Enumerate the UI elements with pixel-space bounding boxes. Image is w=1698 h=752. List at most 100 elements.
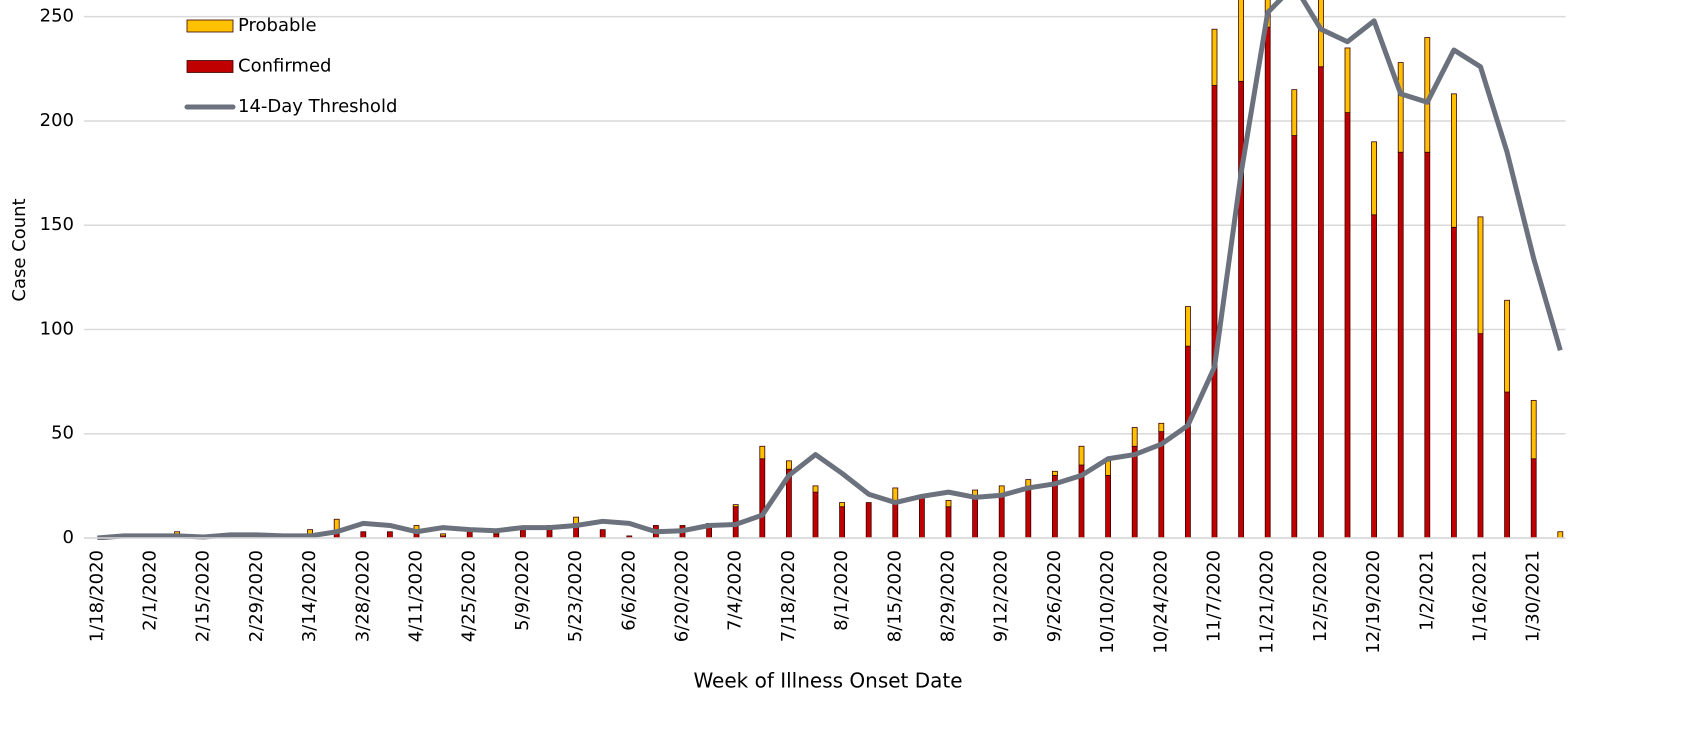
x-tick-label: 7/18/2020 — [778, 550, 799, 642]
y-tick-label: 0 — [63, 527, 74, 548]
bar — [839, 506, 845, 539]
legend-label: 14-Day Threshold — [238, 96, 397, 117]
bar — [573, 516, 579, 524]
x-axis-label: Week of Illness Onset Date — [693, 669, 962, 693]
bar — [1211, 28, 1218, 86]
x-tick-label: 9/26/2020 — [1044, 550, 1065, 642]
x-tick-label: 7/4/2020 — [725, 550, 746, 631]
bar — [1052, 470, 1058, 476]
x-tick-label: 8/1/2020 — [831, 550, 852, 631]
bar — [998, 493, 1005, 539]
x-tick-label: 3/28/2020 — [352, 550, 373, 642]
bar — [945, 506, 952, 539]
bar — [759, 458, 766, 539]
bar — [1105, 460, 1111, 476]
x-tick-label: 1/30/2021 — [1523, 550, 1544, 642]
bar — [1105, 475, 1111, 539]
bar — [919, 495, 925, 539]
x-tick-label: 11/7/2020 — [1204, 550, 1225, 642]
bar — [839, 502, 845, 508]
x-tick-label: 1/2/2021 — [1416, 550, 1437, 631]
bar — [1131, 445, 1138, 539]
bar — [1158, 422, 1165, 433]
x-tick-label: 1/18/2020 — [86, 550, 107, 642]
bar — [892, 500, 899, 539]
bar — [1530, 399, 1537, 460]
bar — [1344, 112, 1351, 539]
bar — [1291, 135, 1298, 539]
bar — [520, 529, 526, 539]
bar — [1530, 458, 1537, 539]
x-tick-label: 2/15/2020 — [193, 550, 214, 642]
plot-area — [97, 0, 1564, 540]
bar — [1344, 47, 1351, 114]
y-tick-label: 200 — [40, 110, 74, 131]
legend-swatch — [186, 60, 234, 73]
bar — [1318, 66, 1324, 539]
x-tick-label: 3/14/2020 — [299, 550, 320, 642]
x-tick-label: 12/5/2020 — [1310, 550, 1331, 642]
x-tick-label: 2/1/2020 — [140, 550, 161, 631]
bar — [440, 533, 447, 537]
bar — [466, 531, 473, 539]
bar — [1371, 141, 1377, 216]
x-tick-label: 4/11/2020 — [406, 550, 427, 642]
x-tick-label: 8/29/2020 — [938, 550, 959, 642]
bar — [1131, 427, 1138, 447]
bar — [1238, 0, 1244, 82]
y-tick-label: 250 — [40, 6, 74, 27]
bar — [1158, 431, 1165, 539]
bar — [972, 495, 978, 539]
bar — [599, 529, 606, 539]
bar — [865, 502, 872, 539]
bar — [732, 504, 739, 508]
x-tick-label: 10/10/2020 — [1097, 550, 1118, 654]
bar — [1397, 62, 1404, 153]
bar — [1424, 151, 1431, 539]
bar — [1504, 391, 1510, 539]
x-tick-label: 11/21/2020 — [1257, 550, 1278, 654]
bar — [1211, 85, 1218, 539]
legend-swatch — [186, 19, 234, 33]
x-tick-label: 10/24/2020 — [1150, 550, 1171, 654]
x-tick-label: 1/16/2021 — [1470, 550, 1491, 642]
bar — [386, 531, 393, 539]
bar — [1477, 216, 1484, 335]
bar — [1264, 26, 1271, 539]
line — [97, 0, 1563, 540]
bar — [1291, 89, 1298, 136]
x-tick-label: 6/6/2020 — [618, 550, 639, 631]
x-tick-label: 5/23/2020 — [565, 550, 586, 642]
bar — [1185, 306, 1191, 347]
bar — [759, 445, 766, 460]
y-tick-label: 100 — [40, 318, 74, 339]
bar — [786, 460, 792, 470]
bar — [1557, 531, 1564, 539]
x-tick-label: 2/29/2020 — [246, 550, 267, 642]
bar — [1185, 345, 1191, 539]
x-tick-label: 5/9/2020 — [512, 550, 533, 631]
bar — [892, 487, 899, 501]
bar — [1451, 93, 1457, 228]
x-tick-label: 6/20/2020 — [672, 550, 693, 642]
bar — [1504, 299, 1510, 393]
x-tick-label: 8/15/2020 — [884, 550, 905, 642]
x-tick-label: 4/25/2020 — [459, 550, 480, 642]
bar — [360, 531, 367, 539]
bar — [812, 485, 819, 493]
bar — [1397, 151, 1404, 539]
y-axis-label: Case Count — [9, 198, 30, 301]
bar — [1078, 445, 1085, 466]
legend-label: Probable — [238, 15, 317, 36]
bar — [1477, 333, 1484, 539]
bar — [812, 491, 819, 539]
bar — [1371, 214, 1377, 539]
x-tick-label: 9/12/2020 — [991, 550, 1012, 642]
bar — [1451, 226, 1457, 539]
bar — [1318, 0, 1324, 68]
bar — [1025, 487, 1032, 539]
y-tick-label: 50 — [51, 423, 74, 444]
x-tick-label: 12/19/2020 — [1363, 550, 1384, 654]
legend-label: Confirmed — [238, 56, 331, 77]
